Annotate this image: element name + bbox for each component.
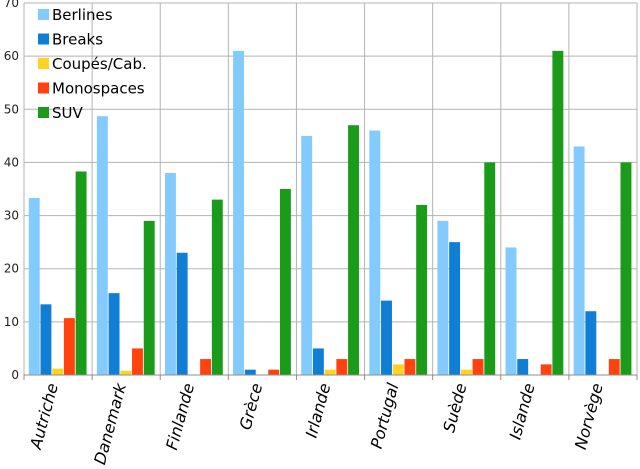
bar-berlines	[437, 220, 449, 375]
legend-swatch	[38, 107, 49, 118]
category-label: Danemark	[90, 380, 130, 466]
bar-suv	[552, 50, 564, 375]
bar-monospaces	[268, 369, 280, 375]
bar-berlines	[573, 146, 585, 375]
bar-breaks	[449, 242, 461, 375]
bar-coup-s-cab-	[460, 369, 472, 375]
bar-monospaces	[132, 348, 143, 375]
bars	[28, 50, 632, 376]
bar-breaks	[517, 359, 529, 375]
y-tick-label: 30	[4, 209, 19, 223]
category-label: Norvège	[571, 381, 607, 451]
bar-berlines	[28, 198, 40, 375]
y-tick-label: 10	[4, 315, 19, 329]
category-label: Autriche	[26, 381, 62, 452]
bar-monospaces	[63, 318, 75, 375]
bar-monospaces	[336, 359, 348, 375]
legend-label: Coupés/Cab.	[52, 55, 147, 73]
category-labels: Autriche Danemark Finlande Grèce Irlande Port…	[26, 380, 607, 466]
bar-berlines	[369, 130, 381, 375]
bar-suv	[484, 162, 496, 375]
legend-swatch	[38, 9, 49, 20]
bar-monospaces	[608, 359, 620, 375]
bar-suv	[620, 162, 632, 375]
category-label: Irlande	[302, 381, 335, 440]
legend-swatch	[38, 82, 49, 94]
bar-coup-s-cab-	[52, 368, 64, 375]
legend-label: Breaks	[52, 31, 103, 49]
bar-berlines	[233, 50, 245, 375]
bar-breaks	[40, 304, 52, 375]
legend-swatch	[38, 58, 49, 69]
bar-breaks	[244, 369, 256, 375]
bar-breaks	[381, 300, 392, 375]
bar-berlines	[505, 247, 517, 375]
bar-suv	[211, 199, 223, 375]
legend-label: Berlines	[52, 6, 113, 24]
bar-breaks	[585, 311, 597, 375]
legend: Berlines Breaks Coupés/Cab. Monospaces SUV	[38, 6, 147, 122]
bar-breaks	[312, 348, 324, 375]
bar-breaks	[108, 293, 120, 375]
legend-swatch	[38, 33, 49, 45]
legend-label: SUV	[52, 104, 84, 122]
bar-coup-s-cab-	[392, 364, 404, 375]
bar-berlines	[96, 116, 108, 376]
bar-suv	[75, 171, 87, 375]
bar-coup-s-cab-	[324, 369, 336, 375]
bar-monospaces	[472, 359, 484, 375]
y-tick-label: 0	[11, 368, 19, 382]
bar-suv	[143, 220, 155, 375]
y-tick-label: 20	[4, 262, 19, 276]
legend-label: Monospaces	[52, 80, 145, 98]
x-axis	[23, 374, 638, 380]
y-axis-tick-labels: 0 10 20 30 40 50 60 70	[4, 0, 19, 382]
bar-suv	[416, 204, 428, 375]
category-label: Islande	[505, 381, 538, 442]
bar-monospaces	[540, 364, 552, 375]
category-label: Suède	[439, 381, 470, 435]
y-tick-label: 50	[4, 102, 19, 116]
bar-suv	[348, 125, 359, 375]
bar-berlines	[301, 135, 313, 375]
gridlines	[23, 2, 638, 375]
y-tick-label: 60	[4, 49, 19, 63]
category-label: Finlande	[162, 381, 198, 452]
bar-monospaces	[200, 359, 212, 375]
y-tick-label: 40	[4, 155, 19, 169]
category-label: Portugal	[367, 381, 403, 451]
bar-suv	[279, 189, 291, 375]
bar-berlines	[164, 173, 176, 375]
y-tick-label: 70	[4, 0, 19, 10]
bar-coup-s-cab-	[120, 370, 132, 375]
bar-monospaces	[404, 359, 416, 375]
category-label: Grèce	[236, 381, 267, 432]
bar-breaks	[176, 252, 188, 375]
